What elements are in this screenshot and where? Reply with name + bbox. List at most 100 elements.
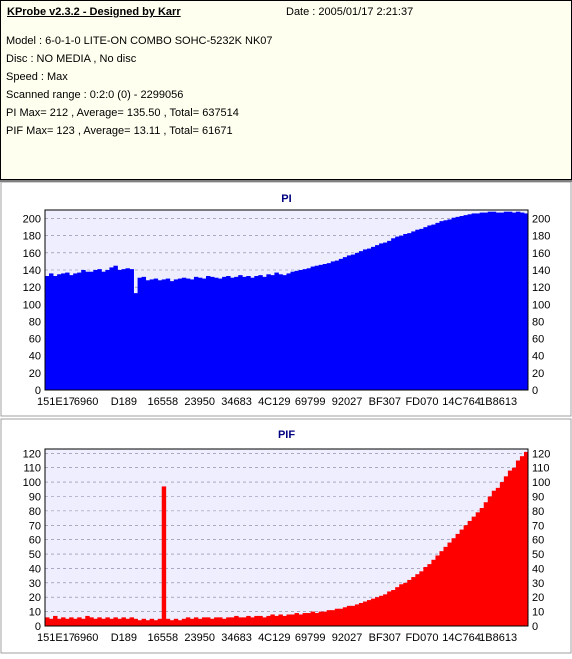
data-bar (137, 620, 142, 626)
data-bar (181, 277, 187, 390)
data-bar (371, 246, 376, 390)
y-tick-label-right: 30 (532, 578, 544, 590)
data-bar (290, 614, 295, 626)
data-bar (326, 610, 332, 626)
y-tick-label-left: 200 (23, 214, 41, 226)
y-tick-label-right: 120 (532, 282, 550, 294)
data-bar (427, 225, 432, 390)
y-tick-label-right: 100 (532, 477, 550, 489)
x-tick-label: 69799 (295, 396, 326, 408)
data-bar (330, 610, 336, 626)
data-bar (322, 611, 328, 626)
data-bar (423, 227, 428, 390)
data-bar (375, 597, 380, 626)
y-tick-label-right: 10 (532, 607, 544, 619)
y-tick-label-right: 80 (532, 506, 544, 518)
disc-line: Disc : NO MEDIA , No disc (6, 53, 137, 65)
data-bar (471, 516, 477, 626)
x-tick-label: 151E17 (37, 396, 75, 408)
data-bar (65, 272, 70, 390)
data-bar (254, 615, 259, 626)
x-tick-label: 14C764 (442, 396, 481, 408)
data-bar (342, 257, 348, 390)
data-bar (270, 614, 275, 626)
y-tick-label-left: 80 (29, 506, 41, 518)
data-bar (443, 546, 448, 626)
data-bar (495, 212, 501, 390)
data-bar (407, 233, 412, 390)
y-tick-label-right: 110 (532, 463, 550, 475)
x-tick-label: D189 (111, 396, 137, 408)
data-bar (447, 219, 452, 390)
data-bar (358, 251, 364, 390)
data-bar (57, 274, 62, 390)
x-tick-label: 1B8613 (479, 396, 517, 408)
data-bar (294, 613, 299, 626)
info-panel: KProbe v2.3.2 - Designed by Karr Date : … (0, 0, 572, 180)
data-bar (206, 617, 211, 626)
x-tick-label: 23950 (184, 396, 215, 408)
data-bar (519, 212, 525, 390)
y-tick-label-right: 180 (532, 231, 550, 243)
data-bar (234, 615, 239, 626)
data-bar (61, 273, 66, 390)
y-tick-label-left: 120 (23, 448, 41, 460)
x-tick-label: 34683 (221, 632, 252, 644)
x-tick-label: 69799 (295, 632, 326, 644)
data-bar (121, 617, 126, 626)
x-tick-label: FD070 (405, 632, 438, 644)
data-bar (242, 617, 247, 626)
data-bar (362, 249, 368, 390)
data-bar (105, 270, 110, 390)
data-bar (298, 270, 304, 390)
data-bar (258, 275, 263, 390)
data-bar (419, 571, 424, 626)
data-bar (515, 211, 521, 390)
y-tick-label-left: 60 (29, 334, 41, 346)
data-bar (435, 222, 440, 390)
data-bar (129, 269, 134, 390)
pif-summary-line: PIF Max= 123 , Average= 13.11 , Total= 6… (6, 125, 233, 137)
data-bar (73, 273, 78, 390)
data-bar (262, 617, 267, 626)
data-bar (201, 278, 207, 390)
data-bar (403, 234, 408, 390)
data-bar (214, 277, 219, 390)
y-tick-label-right: 20 (532, 368, 544, 380)
y-tick-label-left: 100 (23, 299, 41, 311)
data-bar (45, 617, 50, 626)
data-bar (411, 577, 416, 626)
data-bar (350, 605, 356, 626)
data-bar (161, 279, 167, 390)
data-bar (487, 496, 493, 626)
data-bar (193, 617, 199, 626)
y-tick-label-left: 90 (29, 491, 41, 503)
data-bar (206, 276, 211, 390)
data-bar (415, 574, 420, 626)
data-bar (258, 615, 263, 626)
data-bar (117, 270, 122, 390)
data-bar (125, 618, 130, 626)
data-bar (153, 620, 159, 626)
data-bar (290, 271, 295, 390)
data-bar (491, 211, 497, 390)
y-tick-label-left: 40 (29, 351, 41, 363)
chart-title: PIF (278, 429, 295, 441)
data-bar (415, 229, 420, 390)
y-tick-label-right: 40 (532, 351, 544, 363)
data-bar (214, 617, 219, 626)
data-bar (391, 238, 396, 390)
data-bar (306, 268, 312, 390)
data-bar (358, 602, 364, 626)
data-bar (346, 605, 352, 626)
plot-border (44, 448, 529, 627)
data-bar (77, 272, 82, 390)
data-bar (499, 212, 505, 390)
x-tick-label: BF307 (369, 396, 401, 408)
chart-pif: PIF 0 0 10 10 20 20 30 30 40 40 50 50 60 60 70 70 80 80 90 9… (0, 418, 572, 654)
data-bar (519, 456, 525, 626)
chart-title: PI (281, 193, 291, 205)
data-bar (137, 277, 142, 390)
y-tick-label-left: 120 (23, 282, 41, 294)
y-tick-label-left: 40 (29, 563, 41, 575)
